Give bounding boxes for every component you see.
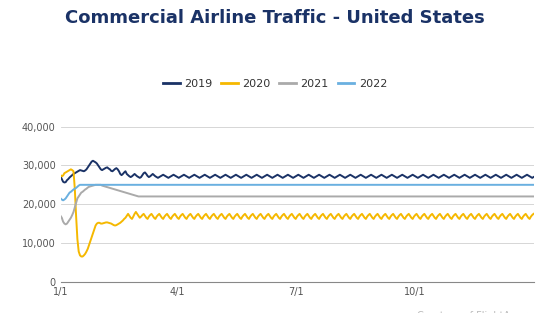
- 2021: [530, 195, 537, 198]
- 2019: [530, 175, 537, 179]
- 2020: [190, 216, 196, 220]
- Text: Courtesy of FlightAware: Courtesy of FlightAware: [417, 311, 534, 313]
- 2021: [57, 214, 64, 218]
- 2020: [78, 255, 85, 259]
- 2021: [190, 195, 196, 198]
- 2022: [190, 183, 196, 187]
- 2019: [248, 176, 255, 180]
- 2019: [190, 174, 196, 177]
- 2019: [90, 159, 96, 163]
- 2022: [251, 183, 257, 187]
- Text: Commercial Airline Traffic - United States: Commercial Airline Traffic - United Stat…: [65, 9, 485, 28]
- 2020: [251, 214, 257, 218]
- 2022: [60, 198, 67, 202]
- 2020: [57, 173, 64, 177]
- 2020: [511, 217, 518, 221]
- Legend: 2019, 2020, 2021, 2022: 2019, 2020, 2021, 2022: [158, 74, 392, 93]
- 2022: [248, 183, 255, 187]
- 2019: [251, 174, 257, 178]
- 2019: [511, 174, 518, 178]
- 2021: [511, 195, 518, 198]
- 2022: [511, 183, 518, 187]
- 2022: [160, 183, 167, 187]
- 2019: [465, 175, 472, 179]
- 2021: [62, 223, 69, 226]
- 2021: [465, 195, 472, 198]
- 2021: [251, 195, 257, 198]
- 2019: [57, 174, 64, 178]
- Line: 2019: 2019: [60, 161, 534, 182]
- 2020: [248, 213, 255, 217]
- Line: 2021: 2021: [60, 185, 534, 224]
- 2022: [57, 197, 64, 200]
- 2020: [530, 212, 537, 216]
- 2019: [160, 173, 167, 177]
- Line: 2022: 2022: [60, 185, 534, 200]
- 2022: [530, 183, 537, 187]
- Line: 2020: 2020: [60, 169, 534, 257]
- 2022: [76, 183, 83, 187]
- 2019: [61, 181, 68, 184]
- 2021: [248, 195, 255, 198]
- 2021: [160, 195, 167, 198]
- 2020: [160, 217, 167, 221]
- 2020: [465, 215, 472, 218]
- 2022: [465, 183, 472, 187]
- 2021: [92, 183, 99, 187]
- 2020: [68, 167, 74, 171]
